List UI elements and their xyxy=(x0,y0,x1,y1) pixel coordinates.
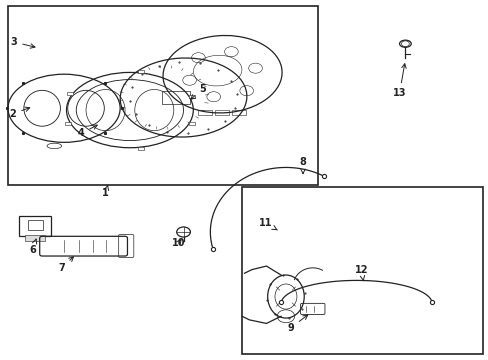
Text: 8: 8 xyxy=(299,157,306,174)
Text: 5: 5 xyxy=(190,84,206,99)
Text: 11: 11 xyxy=(258,218,277,230)
Text: 6: 6 xyxy=(29,239,37,255)
Text: 3: 3 xyxy=(10,37,35,48)
Bar xyxy=(138,147,144,150)
Text: 2: 2 xyxy=(9,107,30,119)
Bar xyxy=(188,95,194,98)
Text: 13: 13 xyxy=(392,64,406,98)
Bar xyxy=(242,187,483,354)
Bar xyxy=(19,216,51,235)
Bar xyxy=(232,110,245,116)
Bar xyxy=(25,235,44,241)
Bar xyxy=(67,92,73,95)
Text: 4: 4 xyxy=(78,125,97,138)
Text: 10: 10 xyxy=(172,238,185,248)
Bar xyxy=(27,220,43,230)
Text: 12: 12 xyxy=(354,265,367,281)
Bar xyxy=(198,110,211,116)
Text: 7: 7 xyxy=(58,257,73,273)
Bar xyxy=(8,6,317,185)
Bar xyxy=(138,71,144,73)
Bar xyxy=(161,91,189,104)
Bar xyxy=(215,110,228,116)
Text: 9: 9 xyxy=(287,315,307,333)
Bar xyxy=(188,122,194,125)
Bar xyxy=(65,122,71,125)
Text: 1: 1 xyxy=(102,185,109,198)
